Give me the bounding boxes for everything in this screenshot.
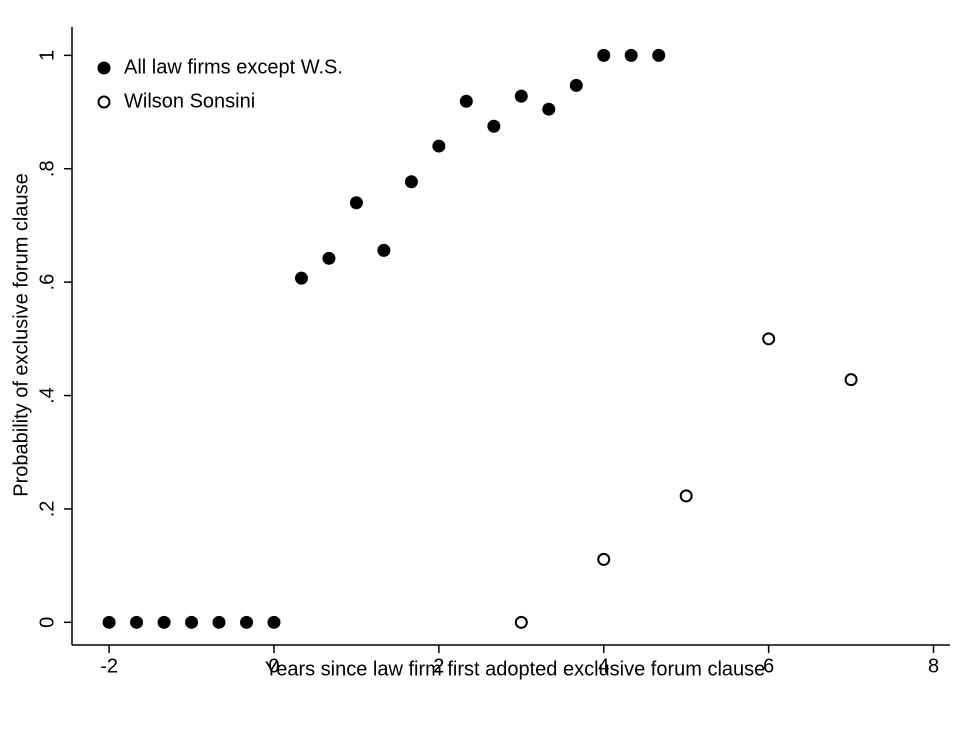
point — [459, 94, 473, 108]
point — [569, 78, 583, 92]
point — [240, 615, 254, 629]
x-tick-label: -2 — [100, 655, 118, 677]
point — [844, 373, 858, 387]
point — [652, 48, 666, 62]
x-axis-label: Years since law firm first adopted exclu… — [265, 658, 766, 680]
point — [267, 615, 281, 629]
legend-label: Wilson Sonsini — [124, 90, 255, 112]
point — [542, 102, 556, 116]
point — [294, 271, 308, 285]
x-tick-label: 8 — [928, 655, 939, 677]
point — [597, 552, 611, 566]
point — [377, 243, 391, 257]
legend-marker — [97, 95, 111, 109]
point — [514, 89, 528, 103]
point — [404, 175, 418, 189]
x-tick-label: 6 — [763, 655, 774, 677]
point — [102, 615, 116, 629]
point — [157, 615, 171, 629]
y-tick-label: .6 — [36, 274, 58, 291]
point — [130, 615, 144, 629]
point — [212, 615, 226, 629]
x-tick-label: 0 — [268, 655, 279, 677]
y-tick-label: .4 — [36, 387, 58, 404]
legend-marker — [97, 61, 111, 75]
y-axis-label: Probability of exclusive forum clause — [10, 173, 32, 496]
point — [322, 251, 336, 265]
point — [185, 615, 199, 629]
point — [762, 332, 776, 346]
point — [487, 119, 501, 133]
point — [624, 48, 638, 62]
x-tick-label: 4 — [598, 655, 609, 677]
point — [679, 489, 693, 503]
y-tick-label: .8 — [36, 160, 58, 177]
y-tick-label: .2 — [36, 501, 58, 518]
point — [514, 615, 528, 629]
y-tick-label: 1 — [36, 50, 58, 61]
x-tick-label: 2 — [433, 655, 444, 677]
point — [349, 196, 363, 210]
point — [432, 139, 446, 153]
legend-label: All law firms except W.S. — [124, 56, 343, 78]
point — [597, 48, 611, 62]
y-tick-label: 0 — [36, 617, 58, 628]
